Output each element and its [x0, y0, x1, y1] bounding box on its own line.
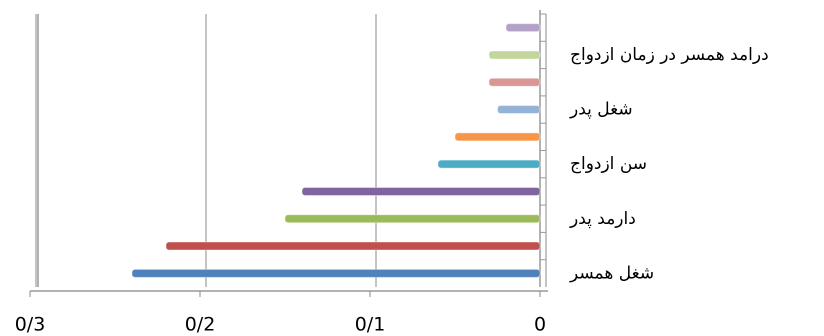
- y-tick-label: شغل همسر: [569, 263, 654, 283]
- y-tick-label: دارمد پدر: [569, 209, 636, 229]
- y-tick-label: سن ازدواج: [570, 154, 647, 174]
- x-tick-label: 0: [534, 314, 546, 336]
- bar: [488, 77, 541, 87]
- bar: [505, 23, 541, 33]
- bar: [488, 50, 541, 60]
- bar: [437, 159, 541, 169]
- bar: [165, 241, 541, 251]
- x-tick-label: 0/2: [185, 314, 216, 336]
- y-tick-label: شغل پدر: [569, 100, 633, 120]
- y-tick-label: درامد همسر در زمان ازدواج: [570, 45, 769, 65]
- bar: [131, 268, 541, 278]
- bar: [497, 105, 541, 115]
- bar: [454, 132, 541, 142]
- x-tick-label: 0/1: [355, 314, 386, 336]
- x-tick-label: 0/3: [15, 314, 46, 336]
- bar: [284, 214, 541, 224]
- bar: [301, 186, 541, 196]
